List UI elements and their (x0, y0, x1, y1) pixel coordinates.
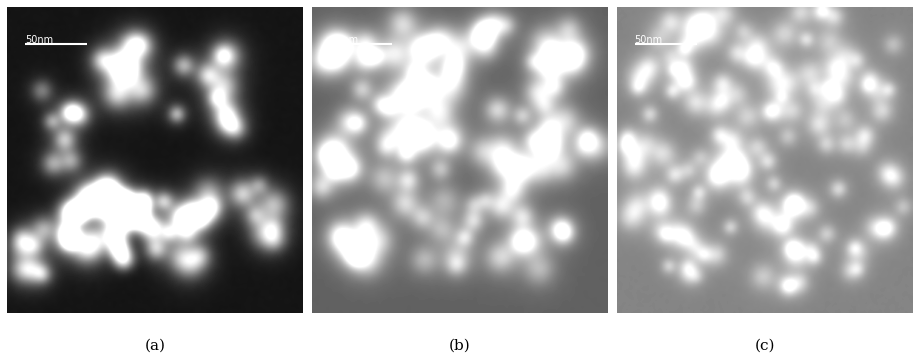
Text: 50nm: 50nm (330, 35, 358, 45)
Text: 50nm: 50nm (635, 35, 663, 45)
Text: 50nm: 50nm (25, 35, 53, 45)
Text: (b): (b) (449, 339, 470, 352)
Text: (a): (a) (145, 339, 166, 352)
Text: (c): (c) (755, 339, 775, 352)
